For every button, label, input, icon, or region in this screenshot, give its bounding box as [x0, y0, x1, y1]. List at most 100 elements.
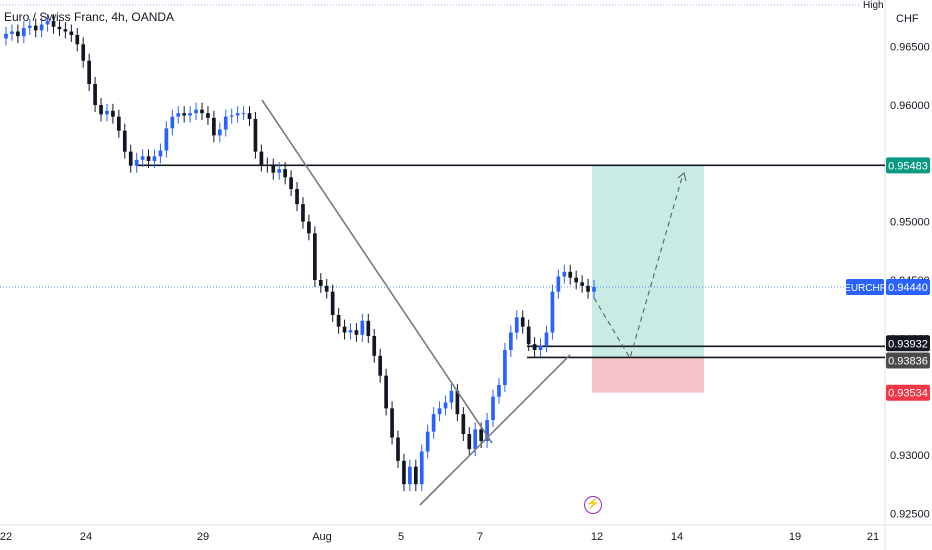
candle-body — [45, 21, 50, 25]
entry-upper-price-tag: 0.93932 — [888, 338, 928, 350]
x-tick-label: 21 — [867, 531, 879, 543]
x-tick-label: 19 — [789, 531, 801, 543]
stop-price-tag-bg — [886, 384, 930, 401]
candle-body — [532, 344, 537, 350]
candle-body — [105, 110, 109, 115]
entry-upper-price-tag-bg — [886, 335, 930, 352]
candle-body — [212, 117, 216, 136]
candle-body — [146, 156, 151, 161]
candle-body — [117, 116, 121, 131]
candle-body — [134, 159, 139, 166]
candle-body — [223, 116, 228, 130]
candle-body — [63, 29, 68, 32]
candle-body — [259, 151, 264, 165]
x-tick-label: 14 — [671, 531, 683, 543]
candle-body — [431, 414, 436, 432]
candle-body — [509, 332, 513, 350]
candle-body — [408, 466, 412, 485]
currency-label: CHF — [896, 13, 919, 25]
candle-body — [81, 44, 86, 61]
target-zone — [592, 165, 704, 358]
candle-body — [443, 402, 448, 409]
candle-body — [194, 109, 198, 114]
symbol-tag-bg — [846, 279, 884, 295]
candle-body — [122, 130, 127, 152]
x-tick-label: 24 — [80, 531, 92, 543]
candle-body — [467, 434, 472, 450]
candle-body — [366, 320, 371, 336]
candle-body — [491, 396, 495, 420]
candle-body — [402, 460, 406, 485]
candle-body — [277, 169, 282, 173]
x-tick-label: 22 — [0, 531, 12, 543]
y-tick-label: 0.95000 — [890, 217, 930, 229]
lightning-icon[interactable]: ⚡ — [584, 496, 602, 514]
projection-arrowhead — [677, 172, 687, 182]
target-price-tag-bg — [886, 157, 930, 174]
candle-body — [235, 113, 240, 116]
symbol-title: Euro / Swiss Franc, 4h, OANDA — [4, 10, 175, 24]
x-tick-label: 5 — [398, 531, 404, 543]
candle-body — [562, 271, 567, 277]
candle-body — [87, 60, 91, 84]
candle-body — [21, 28, 26, 37]
high-label: High — [863, 0, 884, 11]
current-price-tag: 0.94440 — [888, 282, 928, 294]
entry-price-tag: 0.93836 — [888, 355, 928, 367]
x-tick-label: Aug — [312, 531, 332, 543]
candle-body — [229, 115, 234, 117]
entry-price-tag-bg — [886, 352, 930, 369]
candle-body — [437, 408, 442, 415]
y-tick-label: 0.96000 — [890, 100, 930, 112]
candle-body — [140, 156, 145, 160]
candle-body — [152, 156, 157, 161]
current-price-tag-bg — [886, 279, 930, 295]
candle-body — [336, 315, 341, 327]
candle-body — [176, 113, 181, 117]
candle-body — [301, 204, 305, 222]
candle-body — [313, 233, 317, 280]
candle-body — [170, 116, 175, 129]
y-tick-label: 0.93000 — [890, 450, 930, 462]
candle-body — [580, 282, 584, 286]
candle-body — [360, 320, 365, 335]
stop-zone — [592, 357, 704, 393]
candle-body — [99, 105, 103, 115]
candle-body — [479, 429, 483, 441]
candle-body — [289, 177, 293, 189]
candle-body — [4, 33, 8, 39]
x-tick-label: 7 — [477, 531, 483, 543]
candle-body — [158, 150, 163, 157]
candle-body — [473, 429, 478, 450]
candle-body — [550, 291, 555, 333]
candle-body — [455, 390, 460, 415]
candle-body — [384, 375, 388, 409]
candle-body — [265, 164, 270, 166]
candle-body — [485, 420, 489, 441]
candle-body — [111, 110, 115, 117]
candle-body — [544, 332, 549, 346]
candle-body — [348, 330, 353, 333]
candle-body — [526, 326, 531, 345]
candle-body — [449, 390, 454, 403]
candle-body — [538, 345, 543, 350]
candle-body — [16, 31, 20, 37]
candle-body — [425, 431, 430, 452]
candle-body — [342, 326, 347, 333]
candle-body — [461, 414, 466, 434]
candle-body — [33, 25, 38, 31]
candle-body — [307, 221, 311, 234]
candle-body — [271, 165, 276, 173]
candle-body — [164, 128, 169, 151]
candle-body — [318, 280, 323, 286]
candle-body — [330, 291, 335, 315]
candle-body — [188, 113, 192, 116]
candle-body — [51, 21, 56, 27]
candle-body — [324, 285, 329, 292]
candle-body — [57, 26, 62, 30]
candle-body — [372, 336, 377, 356]
candle-body — [419, 451, 424, 485]
candle-body — [217, 129, 222, 136]
x-tick-label: 12 — [591, 531, 603, 543]
